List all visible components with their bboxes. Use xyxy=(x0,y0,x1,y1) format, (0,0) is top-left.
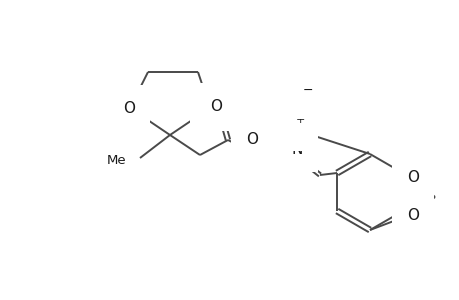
Text: O: O xyxy=(210,98,222,113)
Text: O: O xyxy=(205,100,217,116)
Text: O: O xyxy=(123,100,134,116)
Text: N: N xyxy=(291,142,302,157)
Text: Me: Me xyxy=(106,154,126,166)
Text: +: + xyxy=(295,115,304,125)
Text: O: O xyxy=(406,170,418,185)
Text: −: − xyxy=(302,83,313,97)
Text: HN: HN xyxy=(246,142,269,157)
Text: O: O xyxy=(291,88,303,104)
Text: O: O xyxy=(406,208,418,223)
Text: O: O xyxy=(246,131,257,146)
Text: N: N xyxy=(285,121,296,136)
